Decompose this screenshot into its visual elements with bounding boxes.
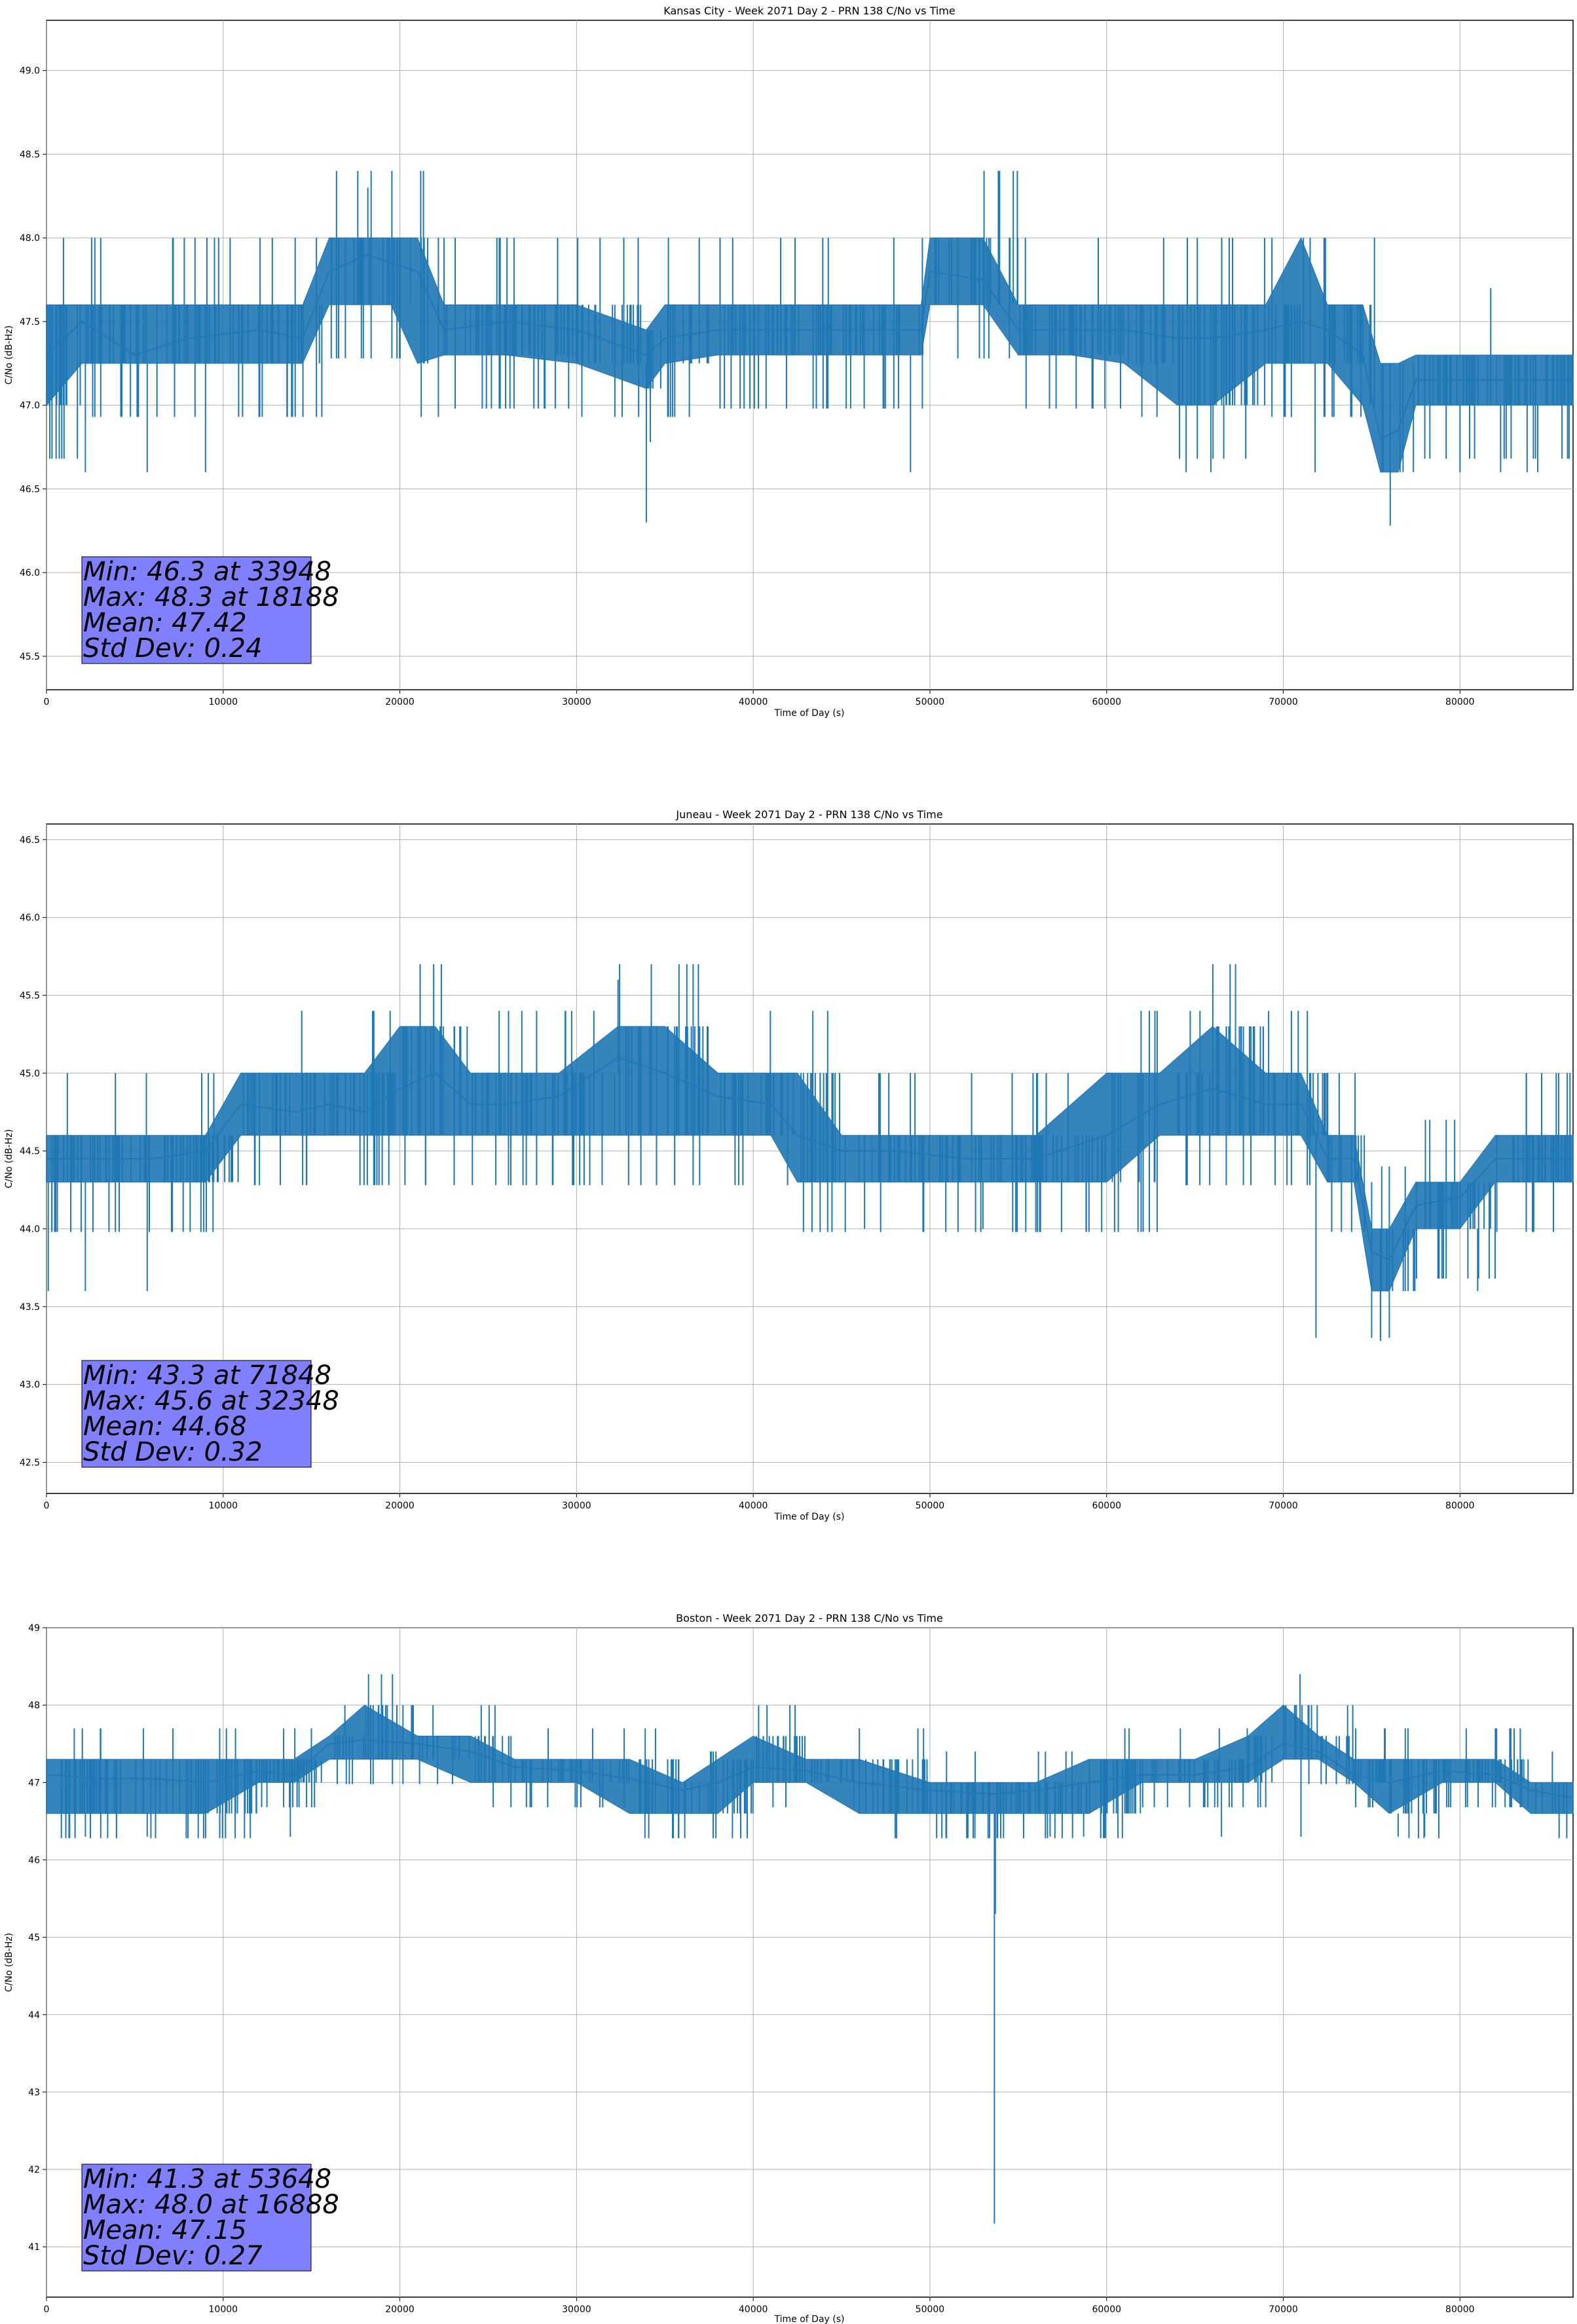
x-tick-label: 80000	[1445, 2304, 1475, 2315]
y-tick-label: 47.5	[20, 317, 40, 328]
y-tick-label: 41	[28, 2242, 40, 2253]
y-tick-label: 44.0	[20, 1224, 40, 1235]
x-tick-label: 80000	[1445, 697, 1475, 707]
stats-box-background	[81, 1360, 312, 1468]
x-tick-label: 40000	[739, 697, 768, 707]
stats-mean: Mean: 47.42	[83, 608, 247, 638]
chart-kansas-city: 0 10000 20000 30000 40000 50000 60000 70000 8000…	[4, 5, 1574, 719]
stats-box-background	[81, 556, 312, 664]
y-tick-label: 46.5	[20, 835, 40, 846]
x-tick-label: 70000	[1269, 2304, 1298, 2315]
series-line	[46, 1057, 1573, 1261]
x-tick-label: 10000	[209, 697, 238, 707]
stats-box-background	[81, 2164, 312, 2272]
stats-min: Min: 46.3 at 33948	[83, 557, 331, 587]
x-tick-label: 20000	[385, 1501, 415, 1511]
series-band	[46, 1026, 1574, 1292]
x-tick-label: 10000	[209, 1501, 238, 1511]
y-tick-label: 43	[28, 2088, 40, 2098]
x-tick-label: 30000	[562, 2304, 591, 2315]
x-tick-layer: 0 10000 20000 30000 40000 50000 60000 70000 8000…	[44, 2297, 1475, 2315]
y-tick-label: 42.5	[20, 1457, 40, 1468]
x-tick-label: 0	[44, 697, 50, 707]
x-tick-layer: 0 10000 20000 30000 40000 50000 60000 70000 8000…	[44, 690, 1475, 707]
x-tick-label: 50000	[916, 1501, 945, 1511]
x-tick-label: 20000	[385, 2304, 415, 2315]
y-tick-label: 46.0	[20, 913, 40, 924]
stats-box: Min: 43.3 at 71848 Max: 45.6 at 32348 Me…	[81, 1360, 339, 1468]
y-tick-label: 45.5	[20, 990, 40, 1001]
x-tick-label: 0	[44, 1501, 50, 1511]
y-axis-label: C/No (dB-Hz)	[4, 1129, 14, 1188]
x-tick-label: 0	[44, 2304, 50, 2315]
stats-std-dev: Std Dev: 0.27	[83, 2241, 263, 2271]
y-tick-label: 48	[28, 1700, 40, 1711]
y-tick-layer: 41 42 43 44 45 46 47 48 49	[28, 1623, 46, 2253]
stats-min: Min: 43.3 at 71848	[83, 1360, 331, 1391]
y-tick-label: 43.5	[20, 1302, 40, 1313]
chart-juneau: 0 10000 20000 30000 40000 50000 60000 70000 8000…	[4, 808, 1574, 1522]
y-tick-label: 45.0	[20, 1068, 40, 1079]
y-tick-label: 48.0	[20, 233, 40, 244]
stats-max: Max: 45.6 at 32348	[83, 1386, 339, 1416]
y-tick-label: 49.0	[20, 66, 40, 77]
stats-box: Min: 41.3 at 53648 Max: 48.0 at 16888 Me…	[81, 2164, 339, 2272]
y-tick-label: 46.5	[20, 484, 40, 495]
x-tick-label: 60000	[1092, 1501, 1121, 1511]
y-tick-label: 46	[28, 1855, 40, 1865]
y-tick-layer: 42.5 43.0 43.5 44.0 44.5 45.0 45.5 46.0 46.5	[20, 835, 46, 1468]
y-tick-label: 44.5	[20, 1146, 40, 1157]
chart-boston: 0 10000 20000 30000 40000 50000 60000 70000 8000…	[4, 1612, 1574, 2324]
x-tick-label: 50000	[916, 697, 945, 707]
y-axis-label: C/No (dB-Hz)	[4, 1933, 14, 1992]
chart-title: Kansas City - Week 2071 Day 2 - PRN 138 …	[663, 5, 955, 17]
stats-box: Min: 46.3 at 33948 Max: 48.3 at 18188 Me…	[81, 556, 339, 664]
y-tick-label: 49	[28, 1623, 40, 1634]
series-layer	[46, 1674, 1574, 2224]
x-tick-label: 70000	[1269, 1501, 1298, 1511]
x-tick-label: 70000	[1269, 697, 1298, 707]
series-line	[46, 1739, 1574, 1799]
x-tick-label: 40000	[739, 2304, 768, 2315]
x-axis-label: Time of Day (s)	[774, 2314, 845, 2324]
x-tick-layer: 0 10000 20000 30000 40000 50000 60000 70000 8000…	[44, 1493, 1475, 1511]
x-tick-label: 30000	[562, 697, 591, 707]
x-tick-label: 80000	[1445, 1501, 1475, 1511]
x-tick-label: 10000	[209, 2304, 238, 2315]
y-tick-label: 47	[28, 1778, 40, 1788]
stats-max: Max: 48.3 at 18188	[83, 582, 339, 612]
stats-min: Min: 41.3 at 53648	[83, 2164, 331, 2194]
y-tick-label: 45	[28, 1933, 40, 1943]
stats-mean: Mean: 47.15	[83, 2215, 247, 2245]
x-tick-label: 60000	[1092, 697, 1121, 707]
y-tick-label: 42	[28, 2165, 40, 2175]
y-axis-label: C/No (dB-Hz)	[4, 326, 14, 384]
series-layer	[46, 964, 1574, 1341]
y-tick-label: 45.5	[20, 652, 40, 662]
y-tick-label: 43.0	[20, 1380, 40, 1391]
series-layer	[46, 170, 1574, 526]
x-axis-label: Time of Day (s)	[774, 1512, 845, 1522]
chart-title: Juneau - Week 2071 Day 2 - PRN 138 C/No …	[675, 808, 942, 821]
y-tick-layer: 45.5 46.0 46.5 47.0 47.5 48.0 48.5 49.0	[20, 66, 46, 662]
x-axis-label: Time of Day (s)	[774, 708, 845, 719]
stats-std-dev: Std Dev: 0.24	[83, 633, 263, 664]
stats-max: Max: 48.0 at 16888	[83, 2190, 339, 2220]
stats-std-dev: Std Dev: 0.32	[83, 1437, 263, 1467]
chart-title: Boston - Week 2071 Day 2 - PRN 138 C/No …	[676, 1612, 943, 1624]
y-tick-label: 46.0	[20, 568, 40, 578]
y-tick-label: 48.5	[20, 149, 40, 160]
x-tick-label: 60000	[1092, 2304, 1121, 2315]
y-tick-label: 47.0	[20, 401, 40, 411]
x-tick-label: 30000	[562, 1501, 591, 1511]
stats-mean: Mean: 44.68	[83, 1412, 247, 1442]
x-tick-label: 40000	[739, 1501, 768, 1511]
series-line	[46, 253, 1573, 440]
x-tick-label: 50000	[916, 2304, 945, 2315]
x-tick-label: 20000	[385, 697, 415, 707]
y-tick-label: 44	[28, 2010, 40, 2021]
